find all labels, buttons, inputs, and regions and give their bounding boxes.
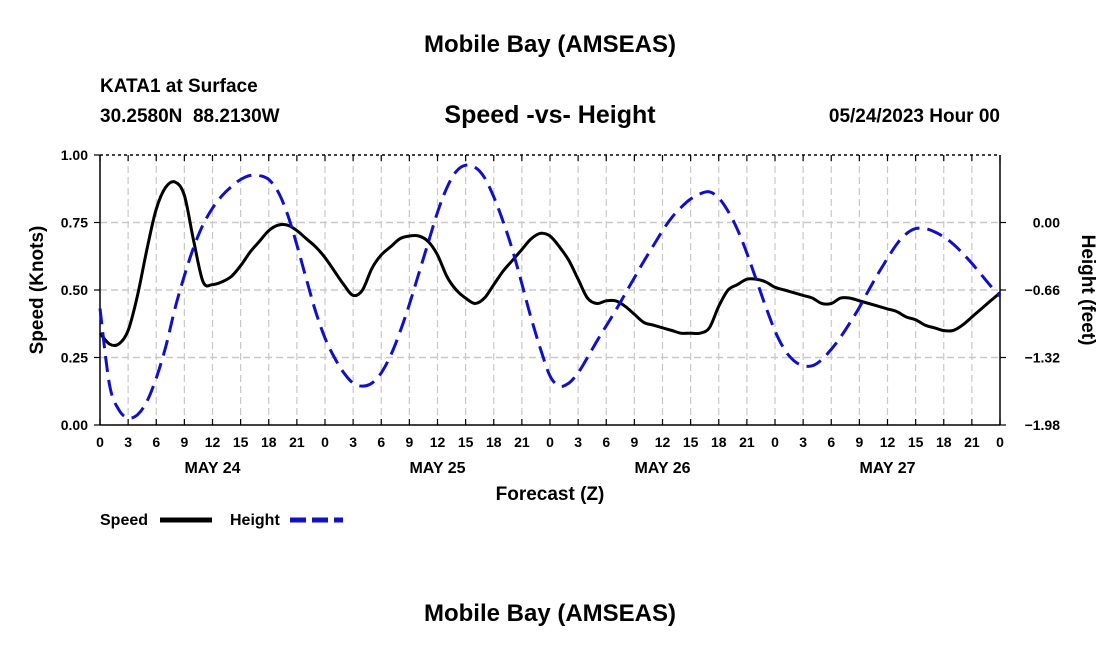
x-day-label: MAY 24 — [184, 460, 240, 477]
x-day-label: MAY 25 — [409, 460, 465, 477]
station-name: KATA1 at Surface — [100, 76, 258, 97]
x-tick-label: 15 — [233, 434, 249, 450]
x-tick-label: 18 — [936, 434, 952, 450]
y2-axis-title: Height (feet) — [1077, 235, 1098, 346]
x-tick-label: 18 — [711, 434, 727, 450]
x-tick-label: 6 — [602, 434, 610, 450]
legend-label-speed: Speed — [100, 512, 148, 529]
station-coordinates: 30.2580N 88.2130W — [100, 106, 280, 127]
x-tick-label: 9 — [180, 434, 188, 450]
y2-tick-label: −0.66 — [1025, 282, 1061, 298]
legend-label-height: Height — [230, 512, 280, 529]
x-tick-label: 0 — [996, 434, 1004, 450]
y-tick-label: 0.00 — [61, 417, 88, 433]
x-tick-label: 3 — [349, 434, 357, 450]
x-tick-label: 6 — [827, 434, 835, 450]
y-axis-title: Speed (Knots) — [27, 226, 48, 355]
y-tick-label: 0.50 — [61, 282, 88, 298]
x-tick-label: 18 — [261, 434, 277, 450]
footer-title: Mobile Bay (AMSEAS) — [423, 600, 677, 627]
x-tick-label: 21 — [964, 434, 980, 450]
x-tick-label: 18 — [486, 434, 502, 450]
x-tick-label: 0 — [321, 434, 329, 450]
x-tick-label: 12 — [655, 434, 671, 450]
series-line-height — [98, 163, 1002, 420]
y2-tick-label: −1.98 — [1025, 417, 1061, 433]
x-day-label: MAY 27 — [859, 460, 915, 477]
page-title: Mobile Bay (AMSEAS) — [423, 31, 677, 58]
x-tick-label: 21 — [739, 434, 755, 450]
forecast-datetime: 05/24/2023 Hour 00 — [828, 106, 1000, 127]
x-tick-label: 9 — [855, 434, 863, 450]
x-tick-label: 0 — [96, 434, 104, 450]
chart-title: Speed -vs- Height — [444, 101, 656, 129]
x-tick-label: 12 — [430, 434, 446, 450]
x-tick-label: 9 — [405, 434, 413, 450]
x-tick-label: 6 — [377, 434, 385, 450]
x-tick-label: 12 — [880, 434, 896, 450]
x-tick-label: 3 — [799, 434, 807, 450]
y-tick-label: 1.00 — [61, 147, 88, 163]
x-tick-label: 15 — [683, 434, 699, 450]
series-line-speed — [98, 180, 1001, 348]
x-tick-label: 12 — [205, 434, 221, 450]
x-tick-label: 21 — [289, 434, 305, 450]
x-tick-label: 15 — [458, 434, 474, 450]
x-tick-label: 6 — [152, 434, 160, 450]
x-tick-label: 3 — [574, 434, 582, 450]
y-tick-label: 0.75 — [61, 215, 88, 231]
y2-tick-label: −1.32 — [1025, 350, 1061, 366]
x-tick-label: 3 — [124, 434, 132, 450]
x-tick-label: 0 — [771, 434, 779, 450]
x-day-label: MAY 26 — [634, 460, 690, 477]
x-tick-label: 9 — [630, 434, 638, 450]
x-axis-title: Forecast (Z) — [496, 484, 605, 505]
x-tick-label: 0 — [546, 434, 554, 450]
x-tick-label: 15 — [908, 434, 924, 450]
y2-tick-label: 0.00 — [1033, 215, 1060, 231]
x-tick-label: 21 — [514, 434, 530, 450]
y-tick-label: 0.25 — [61, 350, 88, 366]
